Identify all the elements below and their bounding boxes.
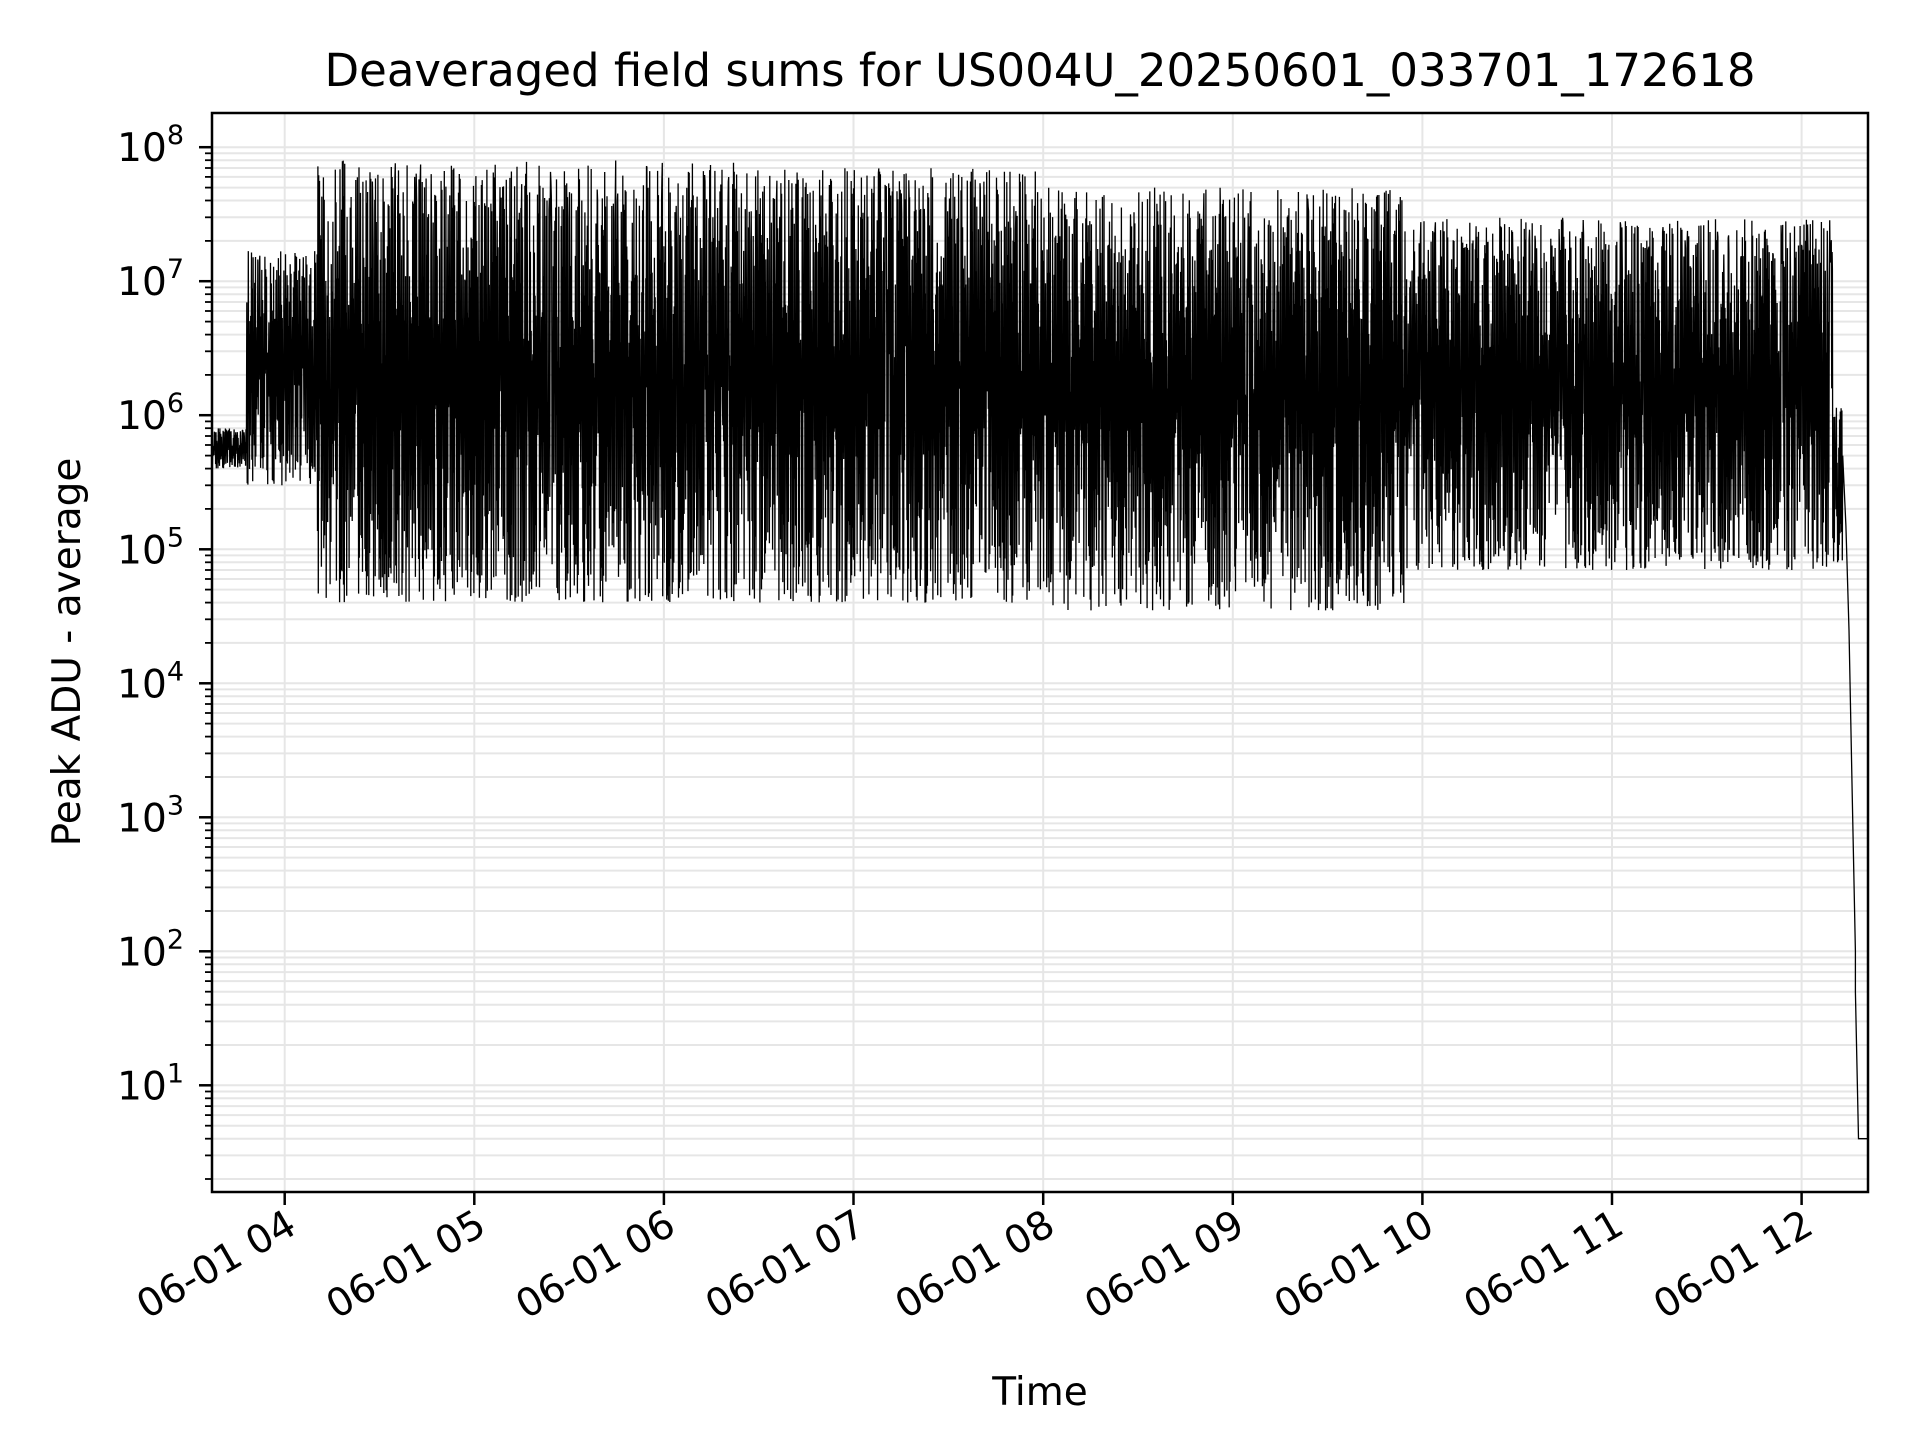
chart-title: Deaveraged field sums for US004U_2025060… [325,44,1756,97]
y-tick-label: 106 [117,388,184,439]
y-tick-label: 102 [117,924,184,975]
y-tick-label: 105 [117,522,184,573]
y-tick-label: 104 [117,656,184,707]
y-axis-label: Peak ADU - average [45,458,90,847]
y-tick-label: 101 [117,1058,184,1109]
y-axis: 101 102 103 104 105 106 107 108 [117,120,212,1180]
series-layer [211,160,1868,1140]
y-tick-label: 103 [117,790,184,841]
plot-area-frame [210,111,1870,1194]
y-tick-label: 108 [117,120,184,171]
x-axis-label: Time [991,1370,1087,1415]
series-line [211,160,1868,1140]
y-tick-label: 107 [117,254,184,305]
